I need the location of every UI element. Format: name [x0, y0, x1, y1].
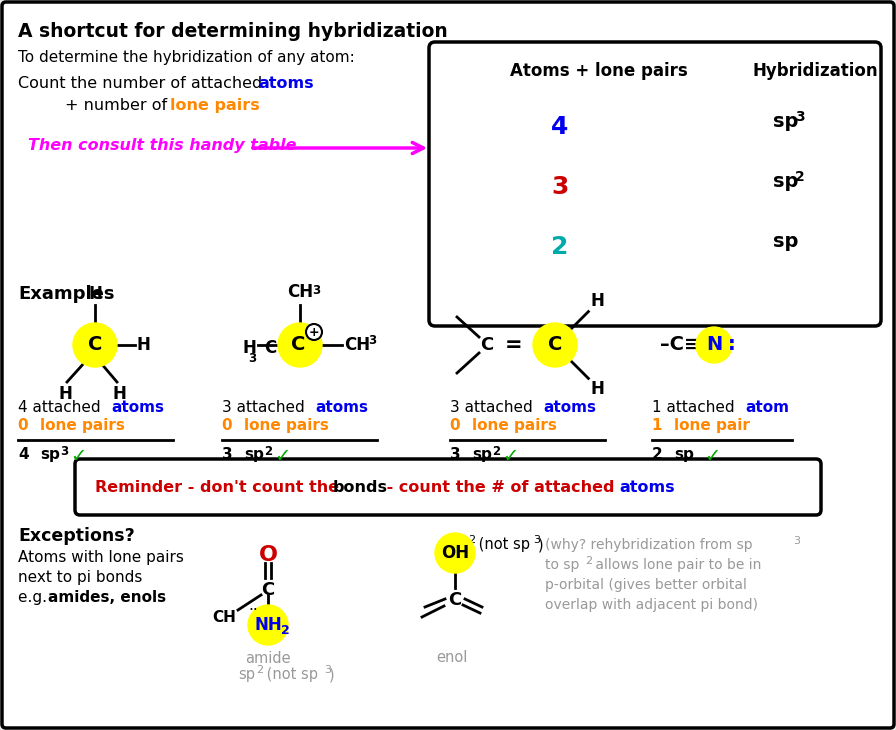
Text: sp: sp [450, 537, 467, 552]
Text: 3: 3 [248, 617, 256, 627]
Text: +: + [309, 326, 319, 339]
Text: 3: 3 [533, 535, 540, 545]
Text: H: H [137, 336, 151, 354]
Text: allows lone pair to be in: allows lone pair to be in [591, 558, 762, 572]
Text: 2: 2 [492, 445, 500, 458]
Text: p-orbital (gives better orbital: p-orbital (gives better orbital [545, 578, 747, 592]
Text: 1: 1 [652, 418, 673, 433]
Text: O: O [259, 545, 278, 565]
Text: N: N [706, 336, 722, 355]
Text: H: H [242, 339, 256, 357]
Text: next to pi bonds: next to pi bonds [18, 570, 142, 585]
Text: 2: 2 [281, 623, 289, 637]
Text: atoms: atoms [111, 400, 164, 415]
Text: H: H [590, 380, 604, 399]
Text: 0: 0 [450, 418, 471, 433]
Text: sp: sp [773, 112, 798, 131]
Text: sp: sp [674, 447, 694, 462]
Text: –C≡: –C≡ [660, 336, 701, 355]
FancyBboxPatch shape [429, 42, 881, 326]
Text: H: H [58, 385, 72, 403]
Circle shape [278, 323, 322, 367]
Text: H: H [112, 385, 126, 403]
Circle shape [435, 533, 475, 573]
Text: Atoms + lone pairs: Atoms + lone pairs [510, 62, 688, 80]
Text: sp: sp [40, 447, 60, 462]
Circle shape [306, 324, 322, 340]
Text: C: C [547, 336, 562, 355]
Text: e.g.: e.g. [18, 590, 52, 605]
Text: =: = [505, 335, 522, 355]
Text: 1 attached: 1 attached [652, 400, 739, 415]
Text: ✓: ✓ [70, 447, 86, 466]
Text: 2: 2 [256, 665, 263, 675]
Text: lone pairs: lone pairs [472, 418, 557, 433]
Text: 2: 2 [468, 535, 475, 545]
Text: C: C [480, 336, 494, 354]
Text: ✓: ✓ [502, 447, 519, 466]
FancyBboxPatch shape [75, 459, 821, 515]
Text: H: H [590, 291, 604, 310]
Text: NH: NH [254, 616, 282, 634]
Text: + number of: + number of [65, 98, 172, 113]
Text: atoms: atoms [619, 480, 675, 494]
Text: Examples: Examples [18, 285, 115, 303]
Text: 3: 3 [248, 353, 256, 366]
Text: C: C [264, 339, 276, 357]
Text: Hybridization: Hybridization [753, 62, 879, 80]
Text: amides, enols: amides, enols [48, 590, 166, 605]
Text: 3 attached: 3 attached [450, 400, 538, 415]
Text: overlap with adjacent pi bond): overlap with adjacent pi bond) [545, 598, 758, 612]
Text: 2: 2 [264, 445, 272, 458]
Text: sp: sp [773, 232, 798, 251]
Text: sp: sp [244, 447, 264, 462]
Text: ): ) [329, 667, 334, 682]
Text: CH: CH [212, 610, 236, 625]
Text: sp: sp [238, 667, 255, 682]
Text: 3: 3 [793, 536, 800, 546]
Text: 3: 3 [312, 284, 320, 297]
Text: lone pair: lone pair [674, 418, 750, 433]
Circle shape [248, 605, 288, 645]
Text: C: C [262, 581, 275, 599]
Text: 3: 3 [795, 110, 805, 124]
Text: sp: sp [773, 172, 798, 191]
Text: C: C [291, 336, 306, 355]
Text: atom: atom [745, 400, 789, 415]
Text: 3: 3 [551, 175, 569, 199]
Text: (why? rehybridization from sp: (why? rehybridization from sp [545, 538, 753, 552]
Text: 3: 3 [324, 665, 331, 675]
Circle shape [696, 327, 732, 363]
Text: C: C [448, 591, 461, 609]
Text: - count the # of attached: - count the # of attached [381, 480, 620, 494]
Text: 4: 4 [551, 115, 569, 139]
Text: 2: 2 [551, 235, 569, 259]
Circle shape [533, 323, 577, 367]
Text: atoms: atoms [543, 400, 596, 415]
Text: To determine the hybridization of any atom:: To determine the hybridization of any at… [18, 50, 355, 65]
Text: 0: 0 [222, 418, 243, 433]
Text: :: : [728, 336, 736, 355]
Text: lone pairs: lone pairs [170, 98, 260, 113]
Text: C: C [88, 336, 102, 355]
Text: 4 attached: 4 attached [18, 400, 106, 415]
Text: 2: 2 [585, 556, 592, 566]
Text: CH: CH [287, 283, 313, 301]
Text: (not sp: (not sp [474, 537, 530, 552]
Text: 0: 0 [18, 418, 39, 433]
Text: 3: 3 [60, 445, 68, 458]
Text: Count the number of attached: Count the number of attached [18, 76, 267, 91]
Text: A shortcut for determining hybridization: A shortcut for determining hybridization [18, 22, 448, 41]
Text: ✓: ✓ [704, 447, 720, 466]
Text: 3: 3 [222, 447, 233, 462]
Text: lone pairs: lone pairs [40, 418, 125, 433]
Text: 3 attached: 3 attached [222, 400, 310, 415]
Text: (not sp: (not sp [262, 667, 318, 682]
Text: Exceptions?: Exceptions? [18, 527, 134, 545]
FancyArrowPatch shape [253, 142, 423, 153]
Text: lone pairs: lone pairs [244, 418, 329, 433]
Text: 2: 2 [795, 170, 805, 184]
Text: 4: 4 [18, 447, 29, 462]
Text: atoms: atoms [258, 76, 314, 91]
